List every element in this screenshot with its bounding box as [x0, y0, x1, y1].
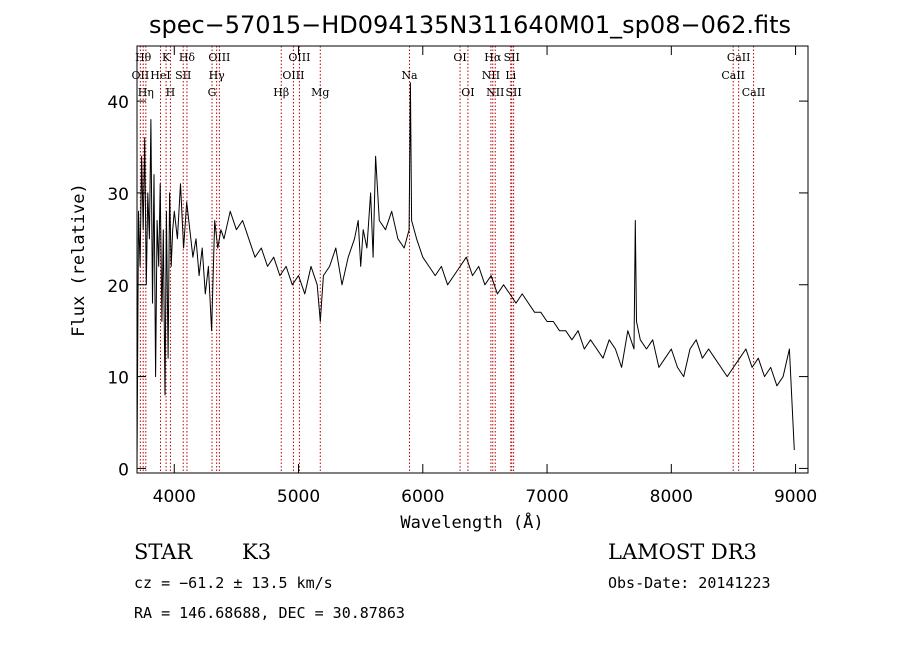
- line-label: CaII: [742, 86, 766, 99]
- line-label: CaII: [721, 69, 745, 82]
- line-label: Hα: [484, 51, 502, 64]
- spectral-line-markers: [139, 46, 755, 473]
- line-label: Hδ: [179, 51, 196, 64]
- y-axis: 0 10 20 30 40: [107, 93, 808, 480]
- y-tick-label: 10: [107, 369, 129, 389]
- spectral-line-labels: OII Hθ Hη HeI K H SII Hδ G Hγ OIII Hβ OIII OIII Mg Na OI…: [131, 51, 765, 99]
- obs-date: Obs-Date: 20141223: [608, 574, 771, 592]
- line-label: CaII: [727, 51, 751, 64]
- coordinates-readout: RA = 146.68688, DEC = 30.87863: [134, 604, 405, 622]
- line-label: Li: [505, 69, 516, 82]
- line-label: Hη: [138, 86, 154, 99]
- line-label: Na: [401, 69, 418, 82]
- y-axis-label: Flux (relative): [69, 183, 89, 337]
- line-label: K: [162, 51, 171, 64]
- object-class: STAR: [134, 540, 193, 564]
- redshift-readout: cz = −61.2 ± 13.5 km/s: [134, 574, 333, 592]
- line-label: OI: [453, 51, 466, 64]
- line-label: Hβ: [273, 86, 289, 99]
- line-label: OII: [131, 69, 149, 82]
- y-tick-label: 30: [107, 185, 129, 205]
- y-tick-label: 0: [118, 460, 129, 480]
- x-tick-label: 5000: [277, 487, 320, 507]
- line-label: NII: [482, 69, 500, 82]
- line-label: Hθ: [135, 51, 152, 64]
- survey-name: LAMOST DR3: [608, 540, 757, 564]
- line-label: Mg: [311, 86, 329, 99]
- x-axis-label: Wavelength (Å): [400, 511, 543, 533]
- object-subclass: K3: [242, 540, 272, 564]
- x-tick-label: 4000: [153, 487, 196, 507]
- line-label: SII: [506, 86, 522, 99]
- line-label: Hγ: [209, 69, 226, 82]
- x-axis: 4000 5000 6000 7000 8000 9000: [153, 46, 817, 507]
- line-label: G: [208, 86, 217, 99]
- line-label: H: [166, 86, 176, 99]
- line-label: SII: [175, 69, 191, 82]
- spectrum-series: [136, 82, 795, 469]
- y-tick-label: 20: [107, 277, 129, 297]
- x-tick-label: 9000: [774, 487, 817, 507]
- x-tick-label: 8000: [650, 487, 693, 507]
- line-label: HeI: [150, 69, 170, 82]
- spectrum-line: [136, 82, 795, 469]
- line-label: OIII: [208, 51, 230, 64]
- x-tick-label: 6000: [401, 487, 444, 507]
- chart-title: spec−57015−HD094135N311640M01_sp08−062.f…: [149, 11, 791, 39]
- plot-frame: [136, 45, 809, 474]
- x-tick-label: 7000: [525, 487, 568, 507]
- line-label: OIII: [282, 69, 304, 82]
- line-label: NII: [486, 86, 504, 99]
- line-label: SII: [504, 51, 520, 64]
- y-tick-label: 40: [107, 93, 129, 113]
- line-label: OI: [461, 86, 474, 99]
- line-label: OIII: [288, 51, 310, 64]
